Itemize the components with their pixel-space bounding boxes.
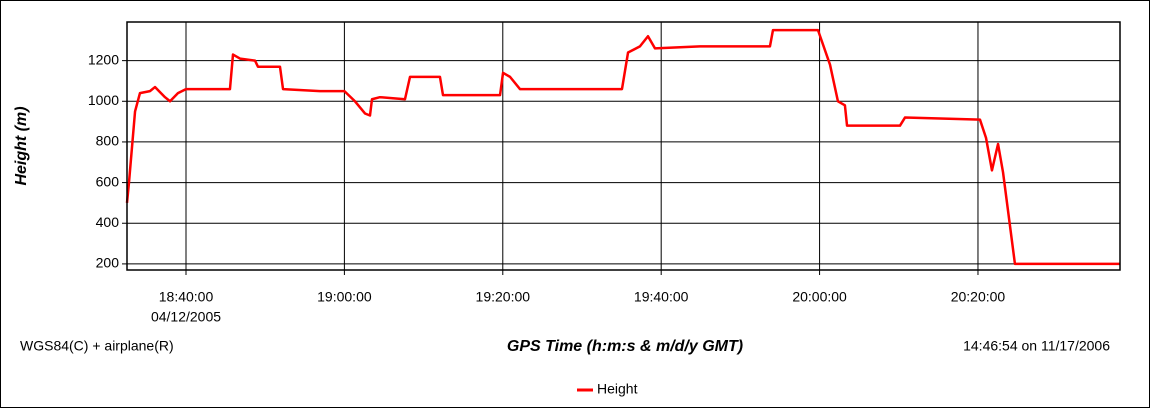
footer-right: 14:46:54 on 11/17/2006 bbox=[963, 338, 1110, 354]
plot-area bbox=[127, 22, 1120, 270]
plot-border bbox=[126, 21, 1121, 271]
y-tick-label: 400 bbox=[96, 214, 120, 230]
y-tick-label: 800 bbox=[96, 133, 120, 149]
x-tick-label: 20:20:00 bbox=[951, 289, 1006, 305]
x-date-label: 04/12/2005 bbox=[151, 309, 221, 325]
y-tick-label: 1200 bbox=[88, 51, 119, 67]
x-tick-label: 19:20:00 bbox=[476, 289, 531, 305]
y-tick-label: 600 bbox=[96, 173, 120, 189]
y-tick-label: 200 bbox=[96, 255, 120, 271]
x-tick-label: 19:40:00 bbox=[634, 289, 689, 305]
x-tick-label: 18:40:00 bbox=[159, 289, 214, 305]
legend-label: Height bbox=[597, 381, 638, 397]
x-tick-label: 20:00:00 bbox=[792, 289, 847, 305]
footer-left: WGS84(C) + airplane(R) bbox=[20, 338, 174, 354]
y-axis-title: Height (m) bbox=[13, 106, 30, 185]
x-axis-title: GPS Time (h:m:s & m/d/y GMT) bbox=[507, 338, 743, 355]
y-tick-label: 1000 bbox=[88, 92, 119, 108]
x-tick-label: 19:00:00 bbox=[317, 289, 372, 305]
line bbox=[125, 28, 1120, 266]
